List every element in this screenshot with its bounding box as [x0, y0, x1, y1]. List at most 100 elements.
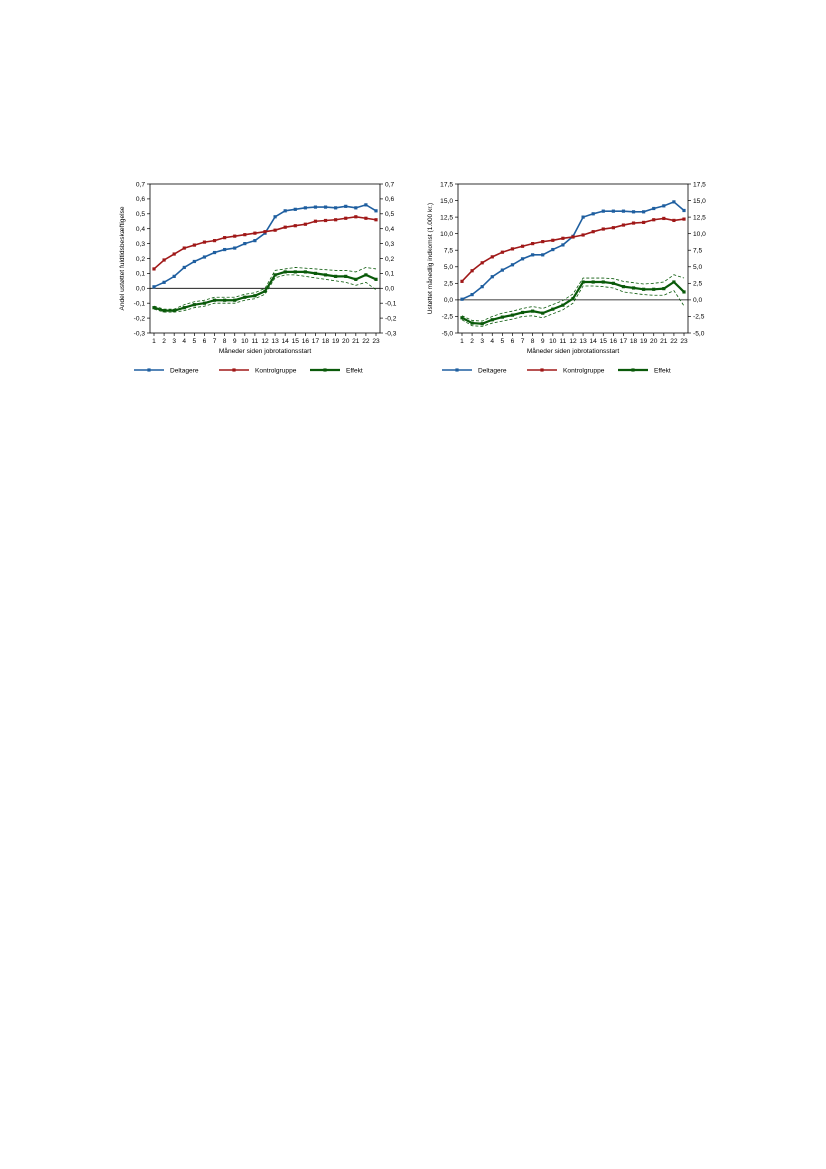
y-tick-label-right: 0,3	[385, 241, 394, 248]
data-point-effekt	[162, 309, 166, 313]
data-point-effekt	[172, 309, 176, 313]
legend-marker-deltagere	[455, 368, 459, 372]
y-tick-label-right: -0,3	[385, 330, 397, 337]
data-point-deltagere	[182, 265, 186, 270]
x-tick-label: 4	[182, 338, 186, 345]
data-point-deltagere	[233, 246, 237, 250]
x-tick-label: 18	[322, 338, 330, 345]
legend-marker-effekt	[323, 368, 327, 372]
data-point-kontrolgruppe	[172, 252, 176, 256]
x-tick-label: 21	[352, 338, 360, 345]
x-tick-label: 20	[342, 338, 350, 345]
data-point-deltagere	[490, 275, 494, 279]
data-point-deltagere	[682, 208, 686, 213]
y-tick-label-left: 5,0	[444, 264, 453, 271]
y-axis-label: Andel ustøttet fuldtidsbeskæftigelse	[119, 206, 126, 310]
y-tick-label-right: 0,7	[385, 181, 394, 188]
data-point-kontrolgruppe	[541, 240, 545, 244]
data-point-kontrolgruppe	[611, 226, 615, 230]
y-tick-label-right: 0,0	[385, 286, 394, 293]
y-tick-label-left: 0,2	[136, 256, 145, 263]
legend-marker-kontrolgruppe	[540, 368, 544, 372]
data-point-kontrolgruppe	[273, 228, 277, 232]
data-point-effekt	[642, 287, 646, 291]
x-tick-label: 2	[470, 338, 474, 345]
y-tick-label-left: 0,0	[444, 297, 453, 304]
data-point-kontrolgruppe	[621, 223, 626, 227]
series-line-kontrolgruppe	[153, 215, 377, 270]
x-tick-label: 1	[152, 338, 156, 345]
legend-label-effekt: Effekt	[346, 367, 363, 374]
data-point-effekt	[682, 290, 686, 294]
series-line-deltagere	[461, 200, 685, 300]
legend-label-deltagere: Deltagere	[170, 367, 199, 374]
data-point-effekt	[243, 295, 247, 299]
data-point-effekt	[470, 321, 474, 325]
x-tick-label: 17	[312, 338, 320, 345]
data-point-deltagere	[202, 255, 207, 259]
data-point-deltagere	[591, 212, 595, 216]
series-line-kontrolgruppe	[461, 217, 685, 282]
chart-left-fulltime-employment: -0,3 -0,3 -0,2 -0,2 -0,1 -0,1 0,0 0,0 0,1 0,1 0,2 0…	[119, 181, 397, 374]
x-tick-label: 18	[630, 338, 638, 345]
data-point-kontrolgruppe	[323, 218, 328, 223]
data-point-effekt	[551, 307, 555, 311]
data-point-deltagere	[162, 280, 166, 284]
y-tick-label-left: 0,4	[136, 226, 145, 233]
x-tick-label: 6	[203, 338, 207, 345]
y-tick-label-left: 2,5	[444, 281, 453, 288]
data-point-kontrolgruppe	[212, 239, 217, 243]
y-axis-label: Ustøttet månedlig indkomst (1.000 kr.)	[426, 203, 434, 314]
data-point-effekt	[611, 281, 615, 285]
data-point-effekt	[223, 298, 227, 302]
y-tick-label-left: 12,5	[440, 214, 453, 221]
data-point-deltagere	[601, 209, 605, 213]
y-tick-label-right: 0,5	[385, 211, 394, 218]
x-tick-label: 7	[213, 338, 217, 345]
y-tick-label-left: 0,1	[136, 271, 145, 278]
data-point-effekt	[460, 316, 464, 320]
data-point-deltagere	[460, 297, 464, 301]
x-tick-label: 22	[362, 338, 370, 345]
data-point-effekt	[571, 296, 575, 301]
data-point-deltagere	[561, 243, 565, 247]
y-tick-label-right: -5,0	[693, 330, 705, 337]
data-point-kontrolgruppe	[253, 231, 257, 235]
data-point-kontrolgruppe	[652, 218, 656, 222]
data-point-effekt	[510, 313, 515, 317]
y-tick-label-right: 15,0	[693, 198, 706, 205]
data-point-deltagere	[470, 292, 474, 297]
x-tick-label: 19	[332, 338, 340, 345]
x-tick-label: 3	[172, 338, 176, 345]
x-axis-label: Måneder siden jobrotationsstart	[219, 347, 312, 355]
data-point-kontrolgruppe	[631, 221, 636, 225]
data-point-effekt	[581, 280, 585, 284]
legend-marker-deltagere	[147, 368, 151, 372]
y-tick-label-right: 12,5	[693, 214, 706, 221]
ci-lower-line-effekt	[461, 285, 685, 327]
y-tick-label-right: 0,4	[385, 226, 394, 233]
y-tick-label-left: 7,5	[444, 248, 453, 255]
data-point-deltagere	[243, 242, 247, 246]
data-point-deltagere	[344, 204, 348, 208]
legend-marker-effekt	[631, 368, 635, 372]
y-tick-label-left: -5,0	[442, 330, 454, 337]
data-point-effekt	[293, 270, 297, 274]
data-point-deltagere	[192, 259, 196, 264]
data-point-deltagere	[510, 263, 515, 267]
data-point-kontrolgruppe	[531, 242, 535, 246]
data-point-deltagere	[273, 215, 277, 219]
x-tick-label: 23	[680, 338, 688, 345]
x-tick-label: 1	[460, 338, 464, 345]
y-tick-label-right: 7,5	[693, 248, 702, 255]
data-point-deltagere	[283, 209, 287, 213]
data-point-deltagere	[642, 210, 646, 214]
ci-upper-line-effekt	[461, 274, 685, 322]
data-point-deltagere	[541, 253, 545, 257]
data-point-kontrolgruppe	[243, 233, 247, 237]
data-point-kontrolgruppe	[374, 218, 378, 222]
y-tick-label-left: -0,1	[134, 301, 146, 308]
data-point-kontrolgruppe	[354, 215, 358, 219]
data-point-kontrolgruppe	[510, 247, 515, 251]
data-point-kontrolgruppe	[561, 236, 565, 240]
